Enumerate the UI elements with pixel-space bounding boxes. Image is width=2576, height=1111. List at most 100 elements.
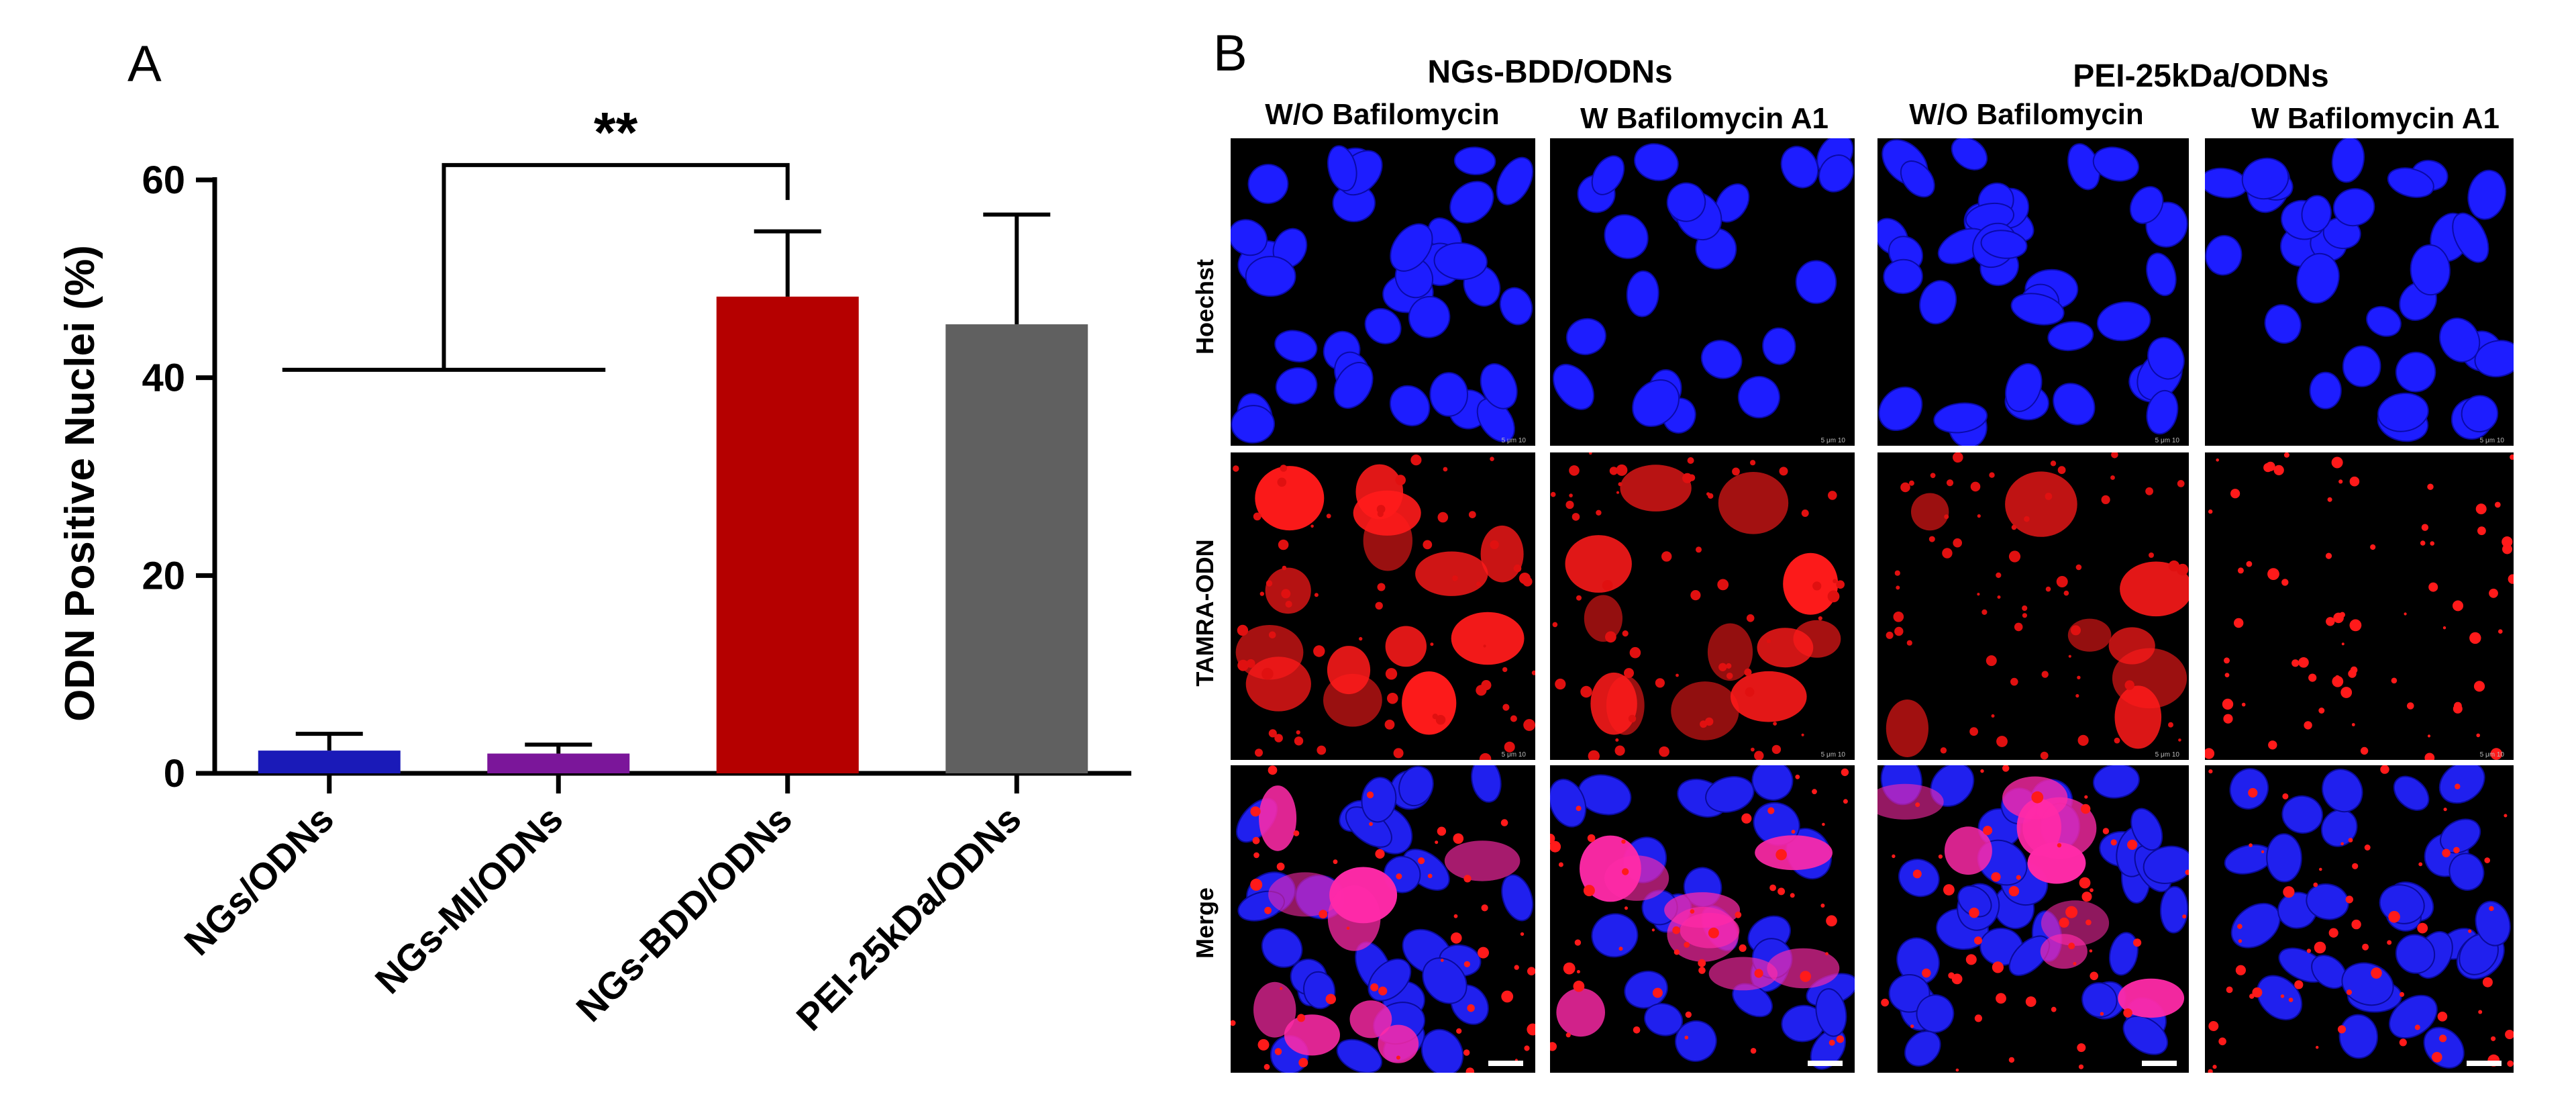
nucleus xyxy=(2331,138,2365,183)
column-title-3: W/O Bafilomycin xyxy=(1909,98,2144,131)
tamra-cell xyxy=(1451,612,1525,665)
tamra-cell xyxy=(1590,672,1637,735)
red-puncta xyxy=(1282,565,1287,571)
red-puncta xyxy=(1465,1067,1475,1073)
red-puncta xyxy=(2077,1043,2086,1053)
nucleus xyxy=(2296,252,2340,304)
red-puncta xyxy=(1274,734,1283,742)
red-puncta xyxy=(1550,840,1561,853)
red-puncta xyxy=(1410,454,1422,466)
red-puncta xyxy=(1463,961,1470,967)
red-puncta xyxy=(1366,791,1374,799)
red-puncta xyxy=(2482,977,2493,987)
red-puncta xyxy=(1687,457,1694,464)
significance-bracket: ** xyxy=(282,101,790,372)
red-puncta xyxy=(2068,655,2071,658)
red-puncta xyxy=(1377,510,1384,518)
red-puncta xyxy=(1652,987,1663,998)
red-puncta xyxy=(2031,791,2044,804)
red-puncta xyxy=(1946,479,1954,487)
red-puncta xyxy=(2453,600,2463,612)
nucleus xyxy=(1591,155,1625,195)
red-puncta xyxy=(1621,839,1626,844)
nucleus xyxy=(2309,371,2342,409)
red-puncta xyxy=(1991,714,1995,718)
red-puncta xyxy=(1297,1014,1306,1022)
red-puncta xyxy=(2222,698,2234,710)
red-puncta xyxy=(1778,887,1786,896)
tamra-cell xyxy=(1378,1024,1419,1063)
red-puncta xyxy=(2056,576,2068,587)
nucleus xyxy=(1408,295,1451,338)
red-puncta xyxy=(1504,741,1515,753)
nucleus xyxy=(2264,304,2302,344)
red-puncta xyxy=(1463,1049,1470,1056)
nucleus xyxy=(1626,270,1659,318)
red-puncta xyxy=(1614,745,1625,756)
red-puncta xyxy=(1732,467,1740,476)
red-puncta xyxy=(2249,843,2253,847)
red-puncta xyxy=(1359,636,1363,641)
red-puncta xyxy=(2489,588,2498,598)
red-puncta xyxy=(1377,583,1386,591)
red-puncta xyxy=(2318,708,2325,714)
tamra-cell xyxy=(1327,646,1371,695)
red-puncta xyxy=(1922,968,1931,978)
red-puncta xyxy=(1387,693,1398,704)
nucleus xyxy=(2438,765,2485,804)
group-title-ngs-bdd: NGs-BDD/ODNs xyxy=(1427,54,1673,90)
red-puncta xyxy=(1894,570,1900,576)
red-puncta xyxy=(1696,546,1702,553)
nucleus xyxy=(1274,330,1318,363)
red-puncta xyxy=(2110,839,2117,846)
x-tick-label: NGs/ODNs xyxy=(176,798,342,963)
red-puncta xyxy=(2443,808,2447,812)
nucleus xyxy=(1499,287,1533,326)
nucleus xyxy=(1476,398,1515,442)
red-puncta xyxy=(1501,990,1514,1003)
tamra-cell xyxy=(1415,551,1488,596)
column-title-1: W/O Bafilomycin xyxy=(1265,98,1500,131)
red-puncta xyxy=(2025,996,2037,1007)
red-puncta xyxy=(1997,595,2001,599)
red-puncta xyxy=(2308,673,2317,682)
red-puncta xyxy=(1569,493,1573,497)
red-puncta xyxy=(1953,452,1963,463)
red-puncta xyxy=(1563,962,1576,975)
tamra-cell xyxy=(1245,657,1311,712)
nucleus xyxy=(2461,395,2499,433)
bar-ngs-bdd-odns xyxy=(716,296,859,773)
red-puncta xyxy=(1915,802,1920,808)
red-puncta xyxy=(2325,552,2332,559)
red-puncta xyxy=(1468,511,1476,518)
nucleus xyxy=(2393,775,2430,811)
red-puncta xyxy=(2224,673,2230,677)
red-puncta xyxy=(2340,687,2353,698)
tamra-cell xyxy=(2016,798,2061,856)
red-puncta xyxy=(1953,538,1962,548)
nucleus xyxy=(1604,214,1649,259)
red-puncta xyxy=(1278,539,1289,550)
red-puncta xyxy=(1718,663,1727,671)
red-puncta xyxy=(2489,906,2494,912)
red-puncta xyxy=(1977,593,1980,596)
red-puncta xyxy=(1587,834,1596,842)
nucleus xyxy=(1327,145,1357,192)
nucleus xyxy=(1398,765,1434,807)
nucleus xyxy=(1364,307,1402,344)
red-puncta xyxy=(2075,564,2082,571)
red-puncta xyxy=(1633,1026,1641,1034)
nucleus xyxy=(2410,244,2451,296)
tamra-cell xyxy=(1604,855,1669,901)
red-puncta xyxy=(2237,924,2243,929)
red-puncta xyxy=(2428,582,2438,592)
red-puncta xyxy=(2149,552,2154,558)
tamra-cell xyxy=(1480,525,1524,583)
red-puncta xyxy=(1276,863,1285,871)
red-puncta xyxy=(2281,579,2289,586)
red-puncta xyxy=(1981,609,1988,615)
red-puncta xyxy=(1296,730,1300,735)
tamra-cell xyxy=(1259,785,1297,851)
nucleus xyxy=(1644,1003,1684,1036)
